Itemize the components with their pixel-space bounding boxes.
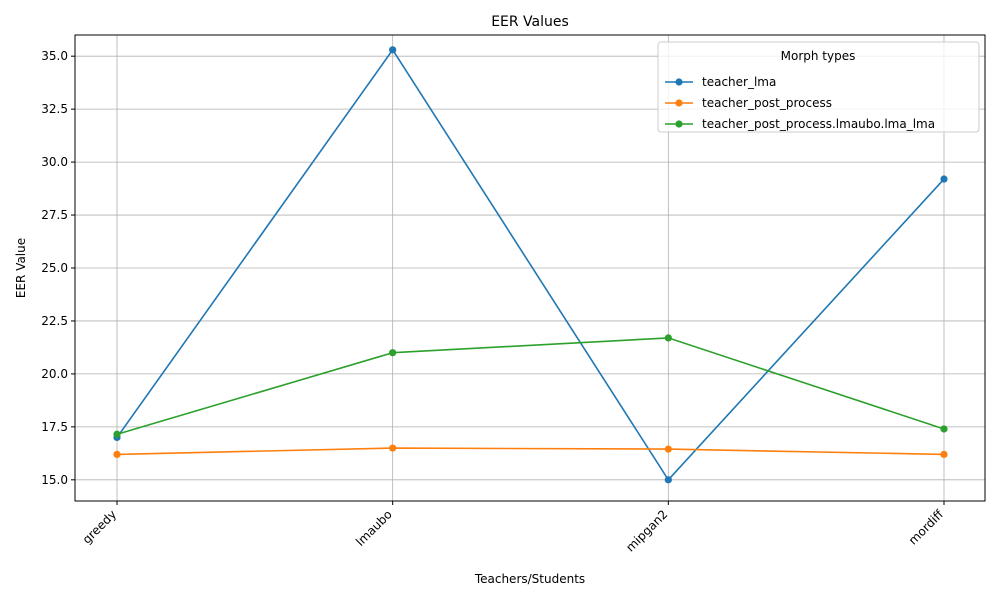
series-layer [113,46,948,484]
y-axis-label: EER Value [14,238,28,298]
y-tick-label: 25.0 [41,261,68,275]
legend: Morph types teacher_lma teacher_post_proc… [657,41,980,133]
x-tick-label-mordiff: mordiff [906,507,947,548]
data-point-teacher_post_process-mipgan2 [664,445,672,453]
legend-box [657,41,980,133]
series-line-teacher_post_process [116,447,945,456]
legend-title: Morph types [781,49,856,63]
data-point-teacher_lma-mordiff [940,175,948,183]
series-line-teacher_post_process.lmaubo.lma_lma [116,337,945,436]
data-point-teacher_post_process.lmaubo.lma_lma-lmaubo [389,349,397,357]
data-point-teacher_post_process-lmaubo [389,444,397,452]
y-tick-label: 15.0 [41,473,68,487]
y-tick-label: 27.5 [41,208,68,222]
legend-label-teacher_lma: teacher_lma [702,75,776,89]
legend-marker-teacher_post_process.lmaubo.lma_lma [675,120,683,128]
x-tick-label-greedy: greedy [80,507,119,546]
y-tick-label: 22.5 [41,314,68,328]
legend-marker-teacher_post_process [675,99,683,107]
x-axis-ticks: greedy lmaubo mipgan2 mordiff [80,501,947,554]
data-point-teacher_lma-mipgan2 [664,476,672,484]
legend-entry: teacher_post_process [665,96,832,110]
legend-items: teacher_lma teacher_post_process teacher_p… [665,75,935,131]
legend-label-teacher_post_process: teacher_post_process [702,96,832,110]
y-tick-label: 20.0 [41,367,68,381]
y-tick-label: 32.5 [41,102,68,116]
x-tick-label-lmaubo: lmaubo [353,507,395,549]
y-axis-ticks: 15.0 17.5 20.0 22.5 25.0 27.5 30.0 32.5 35.0 [41,49,75,487]
legend-entry: teacher_lma [665,75,776,89]
series-teacher_post_process.lmaubo.lma_lma [113,334,948,438]
data-point-teacher_post_process-greedy [113,450,121,458]
data-point-teacher_post_process-mordiff [940,450,948,458]
y-tick-label: 30.0 [41,155,68,169]
x-tick-label-mipgan2: mipgan2 [623,507,670,554]
series-teacher_post_process [113,444,948,458]
data-point-teacher_post_process.lmaubo.lma_lma-greedy [113,430,121,438]
x-axis-label: Teachers/Students [474,572,585,586]
y-tick-label: 35.0 [41,49,68,63]
data-point-teacher_lma-lmaubo [389,46,397,54]
series-line-teacher_lma [116,48,945,482]
data-point-teacher_post_process.lmaubo.lma_lma-mipgan2 [664,334,672,342]
chart-title: EER Values [491,14,569,30]
legend-marker-teacher_lma [675,78,683,86]
legend-entry: teacher_post_process.lmaubo.lma_lma [665,117,935,131]
data-point-teacher_post_process.lmaubo.lma_lma-mordiff [940,425,948,433]
legend-label-teacher_post_process.lmaubo.lma_lma: teacher_post_process.lmaubo.lma_lma [702,117,935,131]
y-tick-label: 17.5 [41,420,68,434]
